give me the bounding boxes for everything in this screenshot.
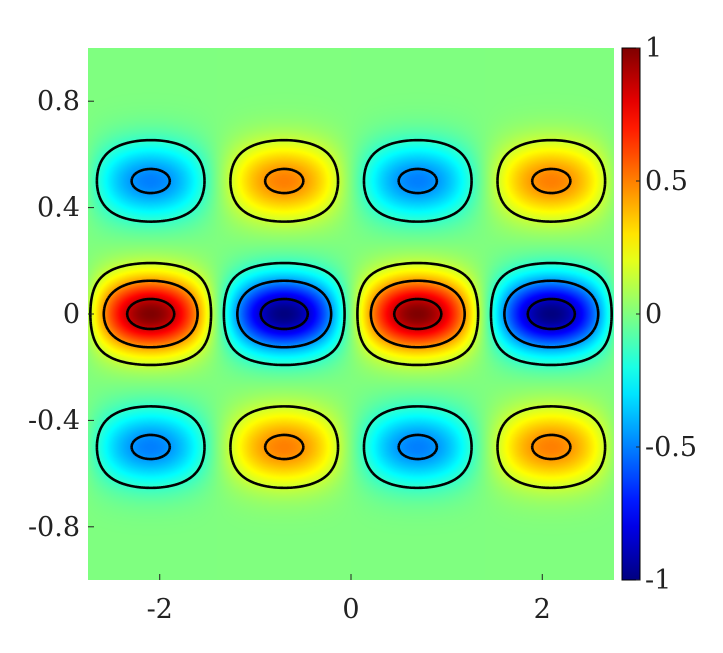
y-tick-label: 0.8 <box>37 86 80 117</box>
contour-line-negative <box>95 138 613 490</box>
colorbar-tick-label: 1 <box>645 33 662 64</box>
plot-area <box>88 48 614 580</box>
x-tick-label: 2 <box>534 594 551 625</box>
contour-line-positive <box>102 167 572 461</box>
colorbar-tick-label: -1 <box>645 565 671 596</box>
y-axis-ticks: 0.8 0.4 0 -0.4 -0.8 <box>28 86 94 543</box>
contour-layer <box>89 138 613 490</box>
heatmap-image <box>88 48 614 580</box>
y-tick-label: -0.4 <box>28 405 80 436</box>
contour-line-negative <box>259 297 577 331</box>
contour-line-positive <box>125 297 443 331</box>
contour-line-positive <box>89 138 607 490</box>
x-axis-ticks: -2 0 2 <box>147 574 551 625</box>
colorbar-tick-label: 0.5 <box>645 166 688 197</box>
contour-line-negative <box>130 167 600 461</box>
y-tick-label: 0.4 <box>37 193 80 224</box>
x-tick-label: 0 <box>342 594 359 625</box>
x-tick-label: -2 <box>147 594 173 625</box>
y-tick-label: -0.8 <box>28 512 80 543</box>
colorbar-ticks: 1 0.5 0 -0.5 -1 <box>636 33 697 596</box>
colorbar-tick-label: 0 <box>645 299 662 330</box>
y-tick-label: 0 <box>63 299 80 330</box>
colorbar: 1 0.5 0 -0.5 -1 <box>621 33 697 596</box>
colorbar-tick-label: -0.5 <box>645 432 697 463</box>
